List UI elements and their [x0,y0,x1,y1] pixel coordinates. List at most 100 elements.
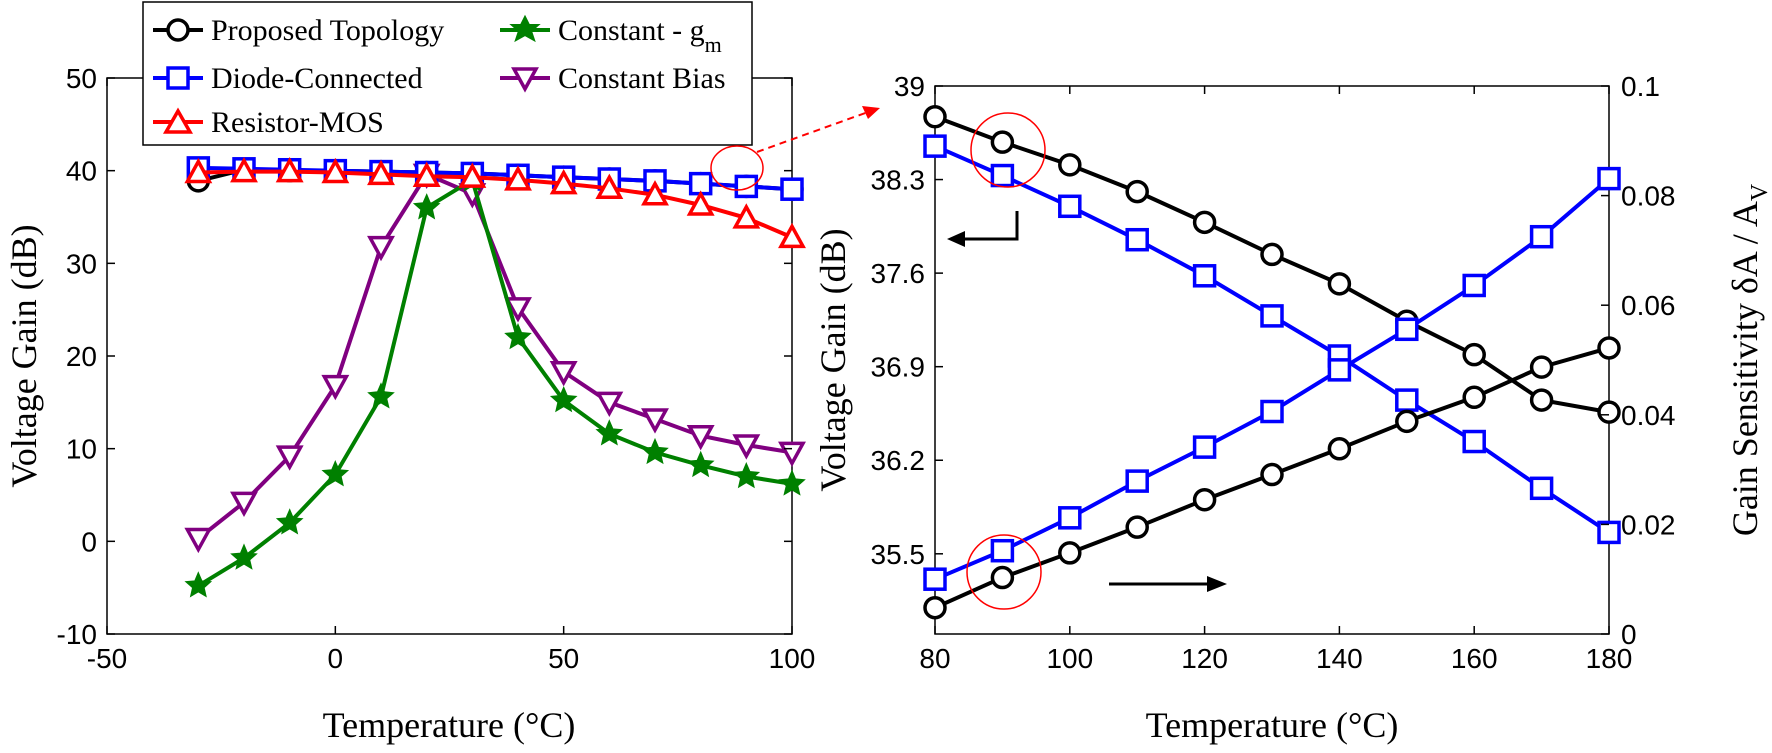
right-point-proposed-topology-gain [1058,153,1082,177]
right-point-diode-connected-sensitivity [1597,166,1621,191]
left-point-resistor-mos [732,203,761,229]
legend-entry-constant-gm: Constant - gm [500,14,722,57]
left-point-constant-bias [549,361,578,387]
right-point-proposed-topology-sensitivity [1125,515,1149,539]
left-x-axis-label: Temperature (°C) [323,705,576,745]
right-point-proposed-topology-sensitivity [1395,409,1419,434]
legend: Proposed Topology Constant - gm Diode-Co… [142,1,753,146]
left-point-constant-gm [641,437,669,465]
right-point-diode-connected-sensitivity [1260,399,1284,424]
left-point-constant-gm [230,543,258,570]
right-y-left-tick-label: 38.3 [871,165,926,196]
left-plot: -50 0 50 100 -10 0 10 20 30 40 50 Temperature (°C)… [4,63,815,745]
left-point-resistor-mos [686,190,715,216]
right-point-proposed-topology-gain [1529,388,1554,412]
right-plot: 80 100 120 140 160 180 35.5 36.2 36.9 37.6 38.3 39 0… [813,71,1772,745]
legend-marker-square-icon [166,66,190,90]
left-point-constant-gm [412,193,441,220]
right-point-proposed-topology-sensitivity [1462,385,1486,410]
right-y-right-tick-label: 0 [1621,619,1637,650]
left-point-constant-gm [321,460,350,487]
legend-box [142,1,753,146]
left-point-constant-bias [778,441,806,468]
right-y-axis-left-label: Voltage Gain (dB) [813,228,853,491]
right-point-diode-connected-gain [1192,264,1217,288]
left-point-constant-gm [367,382,395,409]
right-point-diode-connected-gain [1058,194,1082,219]
left-point-constant-bias [595,391,624,417]
left-point-constant-gm [275,508,304,535]
left-point-constant-gm [732,461,761,489]
right-point-diode-connected-sensitivity [923,567,947,591]
right-point-proposed-topology-sensitivity [1529,355,1554,379]
right-point-proposed-topology-sensitivity [923,595,947,620]
left-x-tick-label: -50 [87,643,127,674]
right-y-left-tick-label: 36.9 [871,352,926,383]
left-point-constant-bias [275,445,304,471]
left-point-constant-bias [686,424,715,451]
left-point-constant-gm [778,469,806,496]
left-point-constant-bias [504,297,532,323]
left-y-tick-label: 10 [66,434,97,465]
left-y-axis-label: Voltage Gain (dB) [4,224,44,487]
left-point-constant-gm [549,385,578,413]
left-point-resistor-mos [412,161,441,187]
right-y-right-tick-label: 0.04 [1621,400,1676,431]
left-point-constant-gm [686,450,715,478]
legend-label-resistor-mos: Resistor-MOS [211,106,384,139]
left-point-resistor-mos [504,165,532,191]
right-point-diode-connected-sensitivity [1395,317,1419,342]
left-y-tick-label: 40 [66,156,97,187]
right-y-right-tick-label: 0.06 [1621,290,1676,321]
right-point-proposed-topology-sensitivity [990,565,1015,590]
left-point-resistor-mos [321,157,350,184]
legend-marker-star-icon [509,14,541,43]
legend-marker-triangle-down-icon [511,67,539,93]
right-point-proposed-topology-gain [923,104,947,129]
right-x-axis-label: Temperature (°C) [1146,705,1399,745]
left-point-resistor-mos [275,156,304,183]
right-y-axis-right-label: Gain Sensitivity δA / AV [1725,183,1772,536]
right-point-proposed-topology-sensitivity [1597,336,1621,360]
left-point-diode-connected [780,177,804,201]
right-point-diode-connected-gain [1529,476,1554,501]
right-x-tick-label: 80 [919,643,950,674]
right-y-right-tick-label: 0.08 [1621,181,1676,212]
right-ticks-layer: 80 100 120 140 160 180 35.5 36.2 36.9 37.6 38.3 39 0… [871,71,1676,674]
right-point-proposed-topology-sensitivity [1260,462,1284,487]
left-series-layer [184,156,806,598]
right-x-tick-label: 140 [1316,643,1363,674]
right-y-left-tick-label: 39 [894,71,925,102]
left-point-constant-bias [367,235,395,262]
zoom-arrow-head-icon [862,106,880,119]
right-point-diode-connected-sensitivity [1462,273,1486,298]
left-x-tick-label: 100 [769,643,816,674]
left-x-tick-label: 0 [328,643,344,674]
legend-entry-resistor-mos: Resistor-MOS [153,106,384,139]
left-axis-pointer-arrow-icon [947,211,1019,247]
left-point-constant-bias [230,491,258,518]
right-point-diode-connected-gain [923,134,947,158]
right-point-diode-connected-sensitivity [1058,506,1082,530]
left-point-resistor-mos [549,169,578,195]
right-point-proposed-topology-gain [1462,342,1486,367]
left-point-constant-bias [641,408,669,434]
left-y-tick-label: -10 [57,619,97,650]
right-x-tick-label: 180 [1586,643,1633,674]
right-axis-pointer-arrow-icon [1109,576,1227,592]
right-point-diode-connected-sensitivity [990,538,1015,563]
legend-entry-diode-connected: Diode-Connected [153,62,423,95]
right-y-right-tick-label: 0.02 [1621,509,1676,540]
right-point-diode-connected-gain [1462,429,1486,454]
highlight-circle-top [970,112,1046,188]
left-point-resistor-mos [778,222,806,249]
left-point-resistor-mos [458,162,487,188]
right-point-proposed-topology-gain [1125,179,1149,204]
legend-label-constant-gm: Constant - gm [558,14,722,57]
highlight-circle-bottom [966,534,1042,610]
left-point-constant-bias [321,374,350,401]
left-point-constant-gm [504,322,532,350]
left-point-diode-connected [734,174,759,199]
right-point-proposed-topology-gain [1597,400,1621,424]
